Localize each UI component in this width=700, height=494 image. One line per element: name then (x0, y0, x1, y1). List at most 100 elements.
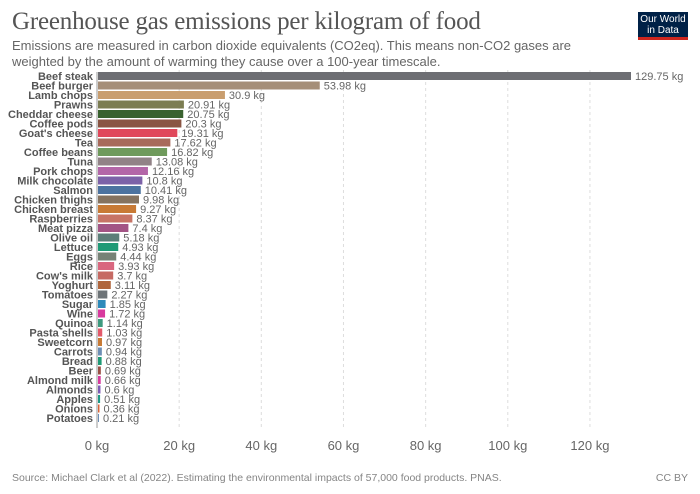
category-label: Meat pizza (38, 223, 94, 235)
bar[interactable] (98, 91, 225, 99)
x-tick-label: 0 kg (85, 438, 110, 453)
x-tick-label: 80 kg (410, 438, 442, 453)
category-label: Eggs (66, 252, 93, 264)
bar[interactable] (98, 224, 129, 232)
bar[interactable] (98, 205, 137, 213)
value-label: 0.97 kg (106, 337, 142, 349)
bar[interactable] (98, 243, 119, 251)
bar[interactable] (98, 328, 103, 337)
value-label: 3.11 kg (115, 280, 150, 292)
bar[interactable] (98, 81, 320, 90)
category-label: Cheddar cheese (8, 109, 93, 121)
x-tick-label: 100 kg (488, 438, 527, 453)
bar[interactable] (98, 119, 182, 128)
value-label: 3.7 kg (117, 271, 147, 283)
category-label: Almonds (46, 385, 93, 397)
bar[interactable] (98, 100, 184, 109)
value-label: 8.37 kg (136, 214, 172, 226)
bar[interactable] (98, 195, 139, 204)
x-axis-ticks: 0 kg 20 kg 40 kg 60 kg 80 kg 100 kg 120 kg (85, 438, 610, 453)
owid-logo[interactable]: Our World in Data (638, 12, 688, 40)
bar[interactable] (98, 129, 178, 137)
bar[interactable] (98, 271, 114, 280)
value-label: 2.27 kg (111, 290, 147, 302)
category-label: Quinoa (55, 318, 94, 330)
value-label: 1.14 kg (107, 318, 143, 330)
value-label: 5.18 kg (123, 233, 159, 245)
source-note: Source: Michael Clark et al (2022). Esti… (12, 472, 502, 484)
bar[interactable] (98, 404, 100, 413)
bar[interactable] (98, 395, 101, 403)
category-label: Almond milk (27, 375, 94, 387)
bar[interactable] (98, 414, 99, 422)
bar[interactable] (98, 157, 152, 166)
category-label: Tomatoes (42, 290, 93, 302)
category-label: Beef steak (38, 71, 94, 83)
bar[interactable] (98, 72, 631, 80)
category-label: Prawns (54, 100, 93, 112)
bar[interactable] (98, 176, 143, 185)
bar[interactable] (98, 290, 108, 299)
bar[interactable] (98, 300, 106, 308)
category-label: Potatoes (47, 413, 93, 425)
category-label: Tea (75, 138, 94, 150)
category-label: Tuna (68, 157, 94, 169)
bar[interactable] (98, 252, 117, 261)
value-label: 0.88 kg (106, 356, 142, 368)
bar[interactable] (98, 186, 141, 194)
bar[interactable] (98, 347, 102, 356)
bar[interactable] (98, 281, 111, 289)
category-label: Carrots (54, 347, 93, 359)
logo-line-1: Our World (640, 14, 686, 25)
chart-title: Greenhouse gas emissions per kilogram of… (12, 8, 481, 35)
value-label: 0.36 kg (103, 404, 139, 416)
value-label: 0.69 kg (105, 366, 141, 378)
value-label: 0.21 kg (103, 413, 139, 425)
bar[interactable] (98, 376, 101, 384)
category-label: Onions (55, 404, 93, 416)
value-label: 1.03 kg (106, 328, 142, 340)
bar[interactable] (98, 366, 101, 375)
category-label: Wine (67, 309, 93, 321)
value-label: 53.98 kg (324, 81, 366, 93)
value-label: 20.91 kg (188, 100, 230, 112)
category-label: Yoghurt (52, 280, 94, 292)
value-label: 4.44 kg (120, 252, 156, 264)
value-label: 0.66 kg (105, 375, 141, 387)
category-label: Chicken breast (14, 204, 93, 216)
value-label: 0.94 kg (106, 347, 142, 359)
bar[interactable] (98, 262, 115, 270)
category-label: Pasta shells (29, 328, 93, 340)
bar[interactable] (98, 110, 184, 118)
bar[interactable] (98, 138, 171, 147)
bar[interactable] (98, 385, 101, 394)
value-label: 17.62 kg (174, 138, 216, 150)
value-label: 16.82 kg (171, 147, 213, 159)
category-label: Coffee pods (29, 119, 93, 131)
bar[interactable] (98, 357, 102, 365)
value-label: 13.08 kg (156, 157, 198, 169)
x-tick-label: 20 kg (163, 438, 195, 453)
bar[interactable] (98, 309, 106, 318)
value-label: 10.8 kg (146, 176, 182, 188)
bar[interactable] (98, 233, 120, 242)
value-label: 20.75 kg (187, 109, 229, 121)
bar[interactable] (98, 319, 103, 327)
bar[interactable] (98, 167, 148, 175)
bar[interactable] (98, 338, 102, 346)
category-label: Chicken thighs (14, 195, 93, 207)
category-label: Rice (70, 261, 93, 273)
value-label: 9.27 kg (140, 204, 176, 216)
bar[interactable] (98, 148, 168, 156)
category-label: Pork chops (33, 166, 93, 178)
value-label: 129.75 kg (635, 71, 683, 83)
value-label: 20.3 kg (185, 119, 221, 131)
logo-line-2: in Data (647, 25, 679, 36)
category-label: Cow's milk (36, 271, 94, 283)
bar[interactable] (98, 214, 133, 223)
license-link[interactable]: CC BY (655, 472, 688, 484)
category-label: Olive oil (50, 233, 93, 245)
